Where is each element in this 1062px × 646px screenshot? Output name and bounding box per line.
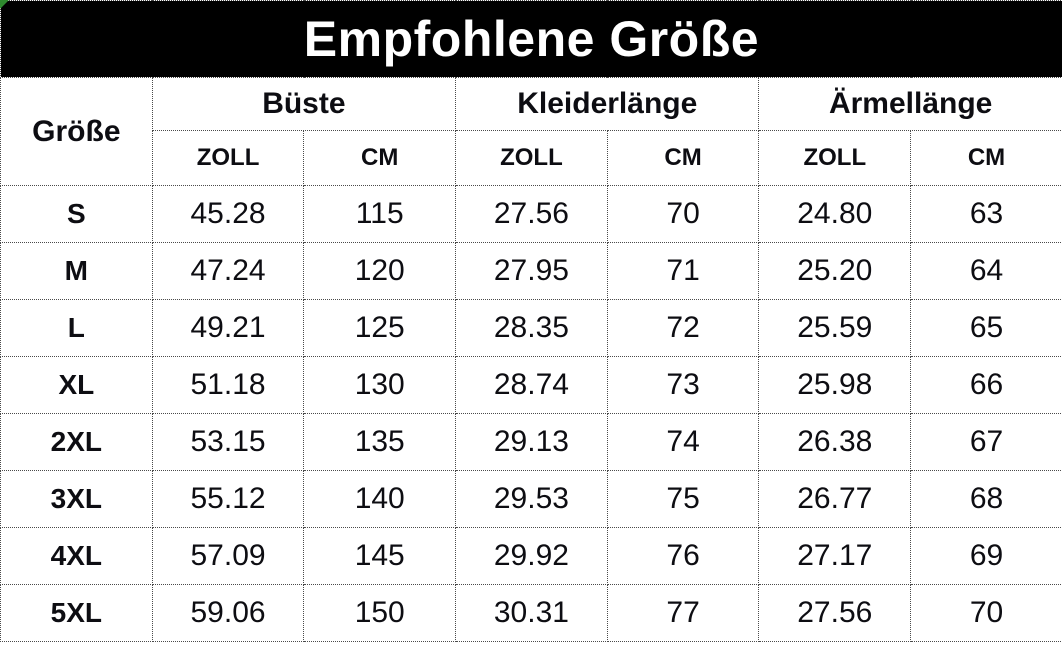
- dress-inch-value: 28.35: [455, 299, 608, 357]
- unit-header-sleeve-inch: ZOLL: [758, 130, 912, 186]
- sleeve-cm-value: 65: [910, 299, 1062, 357]
- dress-inch-value: 29.92: [455, 527, 608, 585]
- dress-cm-value: 73: [606, 356, 760, 414]
- size-label: 5XL: [0, 584, 153, 642]
- table-row-s: S 45.28 115 27.56 70 24.80 63: [0, 185, 1062, 243]
- unit-header-bust-cm: CM: [303, 130, 457, 186]
- table-row-l: L 49.21 125 28.35 72 25.59 65: [0, 299, 1062, 357]
- bust-cm-value: 135: [303, 413, 457, 471]
- bust-cm-value: 125: [303, 299, 457, 357]
- bust-cm-value: 150: [303, 584, 457, 642]
- bust-inch-value: 51.18: [151, 356, 305, 414]
- group-header-row: Größe Büste Kleiderlänge Ärmellänge: [0, 77, 1062, 186]
- sleeve-inch-value: 24.80: [758, 185, 912, 243]
- sleeve-cm-value: 70: [910, 584, 1062, 642]
- table-row-2xl: 2XL 53.15 135 29.13 74 26.38 67: [0, 413, 1062, 471]
- dress-inch-value: 27.95: [455, 242, 608, 300]
- table-row-4xl: 4XL 57.09 145 29.92 76 27.17 69: [0, 527, 1062, 585]
- table-row-5xl: 5XL 59.06 150 30.31 77 27.56 70: [0, 584, 1062, 642]
- dress-inch-value: 28.74: [455, 356, 608, 414]
- bust-inch-value: 55.12: [151, 470, 305, 528]
- bust-inch-value: 59.06: [151, 584, 305, 642]
- group-header-dress-length: Kleiderlänge: [455, 77, 760, 131]
- dress-cm-value: 75: [606, 470, 760, 528]
- sleeve-inch-value: 25.20: [758, 242, 912, 300]
- bust-cm-value: 115: [303, 185, 457, 243]
- size-label: M: [0, 242, 153, 300]
- group-header-bust: Büste: [151, 77, 457, 131]
- dress-inch-value: 29.53: [455, 470, 608, 528]
- unit-header-dress-inch: ZOLL: [455, 130, 608, 186]
- sleeve-inch-value: 27.17: [758, 527, 912, 585]
- bust-inch-value: 57.09: [151, 527, 305, 585]
- sleeve-cm-value: 64: [910, 242, 1062, 300]
- cell-corner-marker: [0, 0, 9, 9]
- table-row-m: M 47.24 120 27.95 71 25.20 64: [0, 242, 1062, 300]
- size-column-header: Größe: [0, 77, 153, 186]
- sleeve-cm-value: 63: [910, 185, 1062, 243]
- sleeve-cm-value: 67: [910, 413, 1062, 471]
- dress-cm-value: 72: [606, 299, 760, 357]
- page-title: Empfohlene Größe: [0, 0, 1062, 78]
- unit-header-dress-cm: CM: [606, 130, 760, 186]
- dress-cm-value: 77: [606, 584, 760, 642]
- table-row-3xl: 3XL 55.12 140 29.53 75 26.77 68: [0, 470, 1062, 528]
- size-label: 4XL: [0, 527, 153, 585]
- dress-inch-value: 27.56: [455, 185, 608, 243]
- sleeve-inch-value: 26.38: [758, 413, 912, 471]
- unit-header-sleeve-cm: CM: [910, 130, 1062, 186]
- dress-cm-value: 71: [606, 242, 760, 300]
- dress-cm-value: 74: [606, 413, 760, 471]
- bust-cm-value: 140: [303, 470, 457, 528]
- size-label: L: [0, 299, 153, 357]
- bust-cm-value: 120: [303, 242, 457, 300]
- dress-cm-value: 76: [606, 527, 760, 585]
- bust-inch-value: 49.21: [151, 299, 305, 357]
- size-label: XL: [0, 356, 153, 414]
- size-label: S: [0, 185, 153, 243]
- sleeve-inch-value: 26.77: [758, 470, 912, 528]
- title-row: Empfohlene Größe: [0, 0, 1062, 78]
- dress-cm-value: 70: [606, 185, 760, 243]
- dress-inch-value: 30.31: [455, 584, 608, 642]
- sleeve-inch-value: 25.59: [758, 299, 912, 357]
- unit-header-bust-inch: ZOLL: [151, 130, 305, 186]
- sleeve-cm-value: 66: [910, 356, 1062, 414]
- dress-inch-value: 29.13: [455, 413, 608, 471]
- bust-inch-value: 53.15: [151, 413, 305, 471]
- sleeve-inch-value: 27.56: [758, 584, 912, 642]
- sleeve-inch-value: 25.98: [758, 356, 912, 414]
- bust-inch-value: 47.24: [151, 242, 305, 300]
- sleeve-cm-value: 68: [910, 470, 1062, 528]
- table-row-xl: XL 51.18 130 28.74 73 25.98 66: [0, 356, 1062, 414]
- size-label: 2XL: [0, 413, 153, 471]
- unit-header-row: ZOLL CM ZOLL CM ZOLL CM: [1, 130, 1062, 186]
- group-header-sleeve-length: Ärmellänge: [758, 77, 1062, 131]
- bust-cm-value: 145: [303, 527, 457, 585]
- bust-inch-value: 45.28: [151, 185, 305, 243]
- size-label: 3XL: [0, 470, 153, 528]
- bust-cm-value: 130: [303, 356, 457, 414]
- sleeve-cm-value: 69: [910, 527, 1062, 585]
